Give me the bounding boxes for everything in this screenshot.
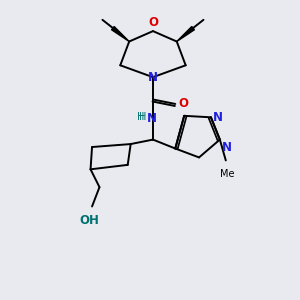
Text: N: N [222, 141, 232, 154]
Polygon shape [112, 26, 129, 41]
Text: O: O [148, 16, 158, 29]
Text: OH: OH [79, 214, 99, 227]
Text: N: N [148, 71, 158, 84]
Polygon shape [177, 26, 194, 41]
Text: H: H [139, 112, 146, 122]
Text: Me: Me [220, 169, 235, 179]
Text: N: N [213, 111, 223, 124]
Text: N: N [146, 112, 157, 125]
Text: O: O [179, 98, 189, 110]
Text: H: H [137, 112, 144, 122]
